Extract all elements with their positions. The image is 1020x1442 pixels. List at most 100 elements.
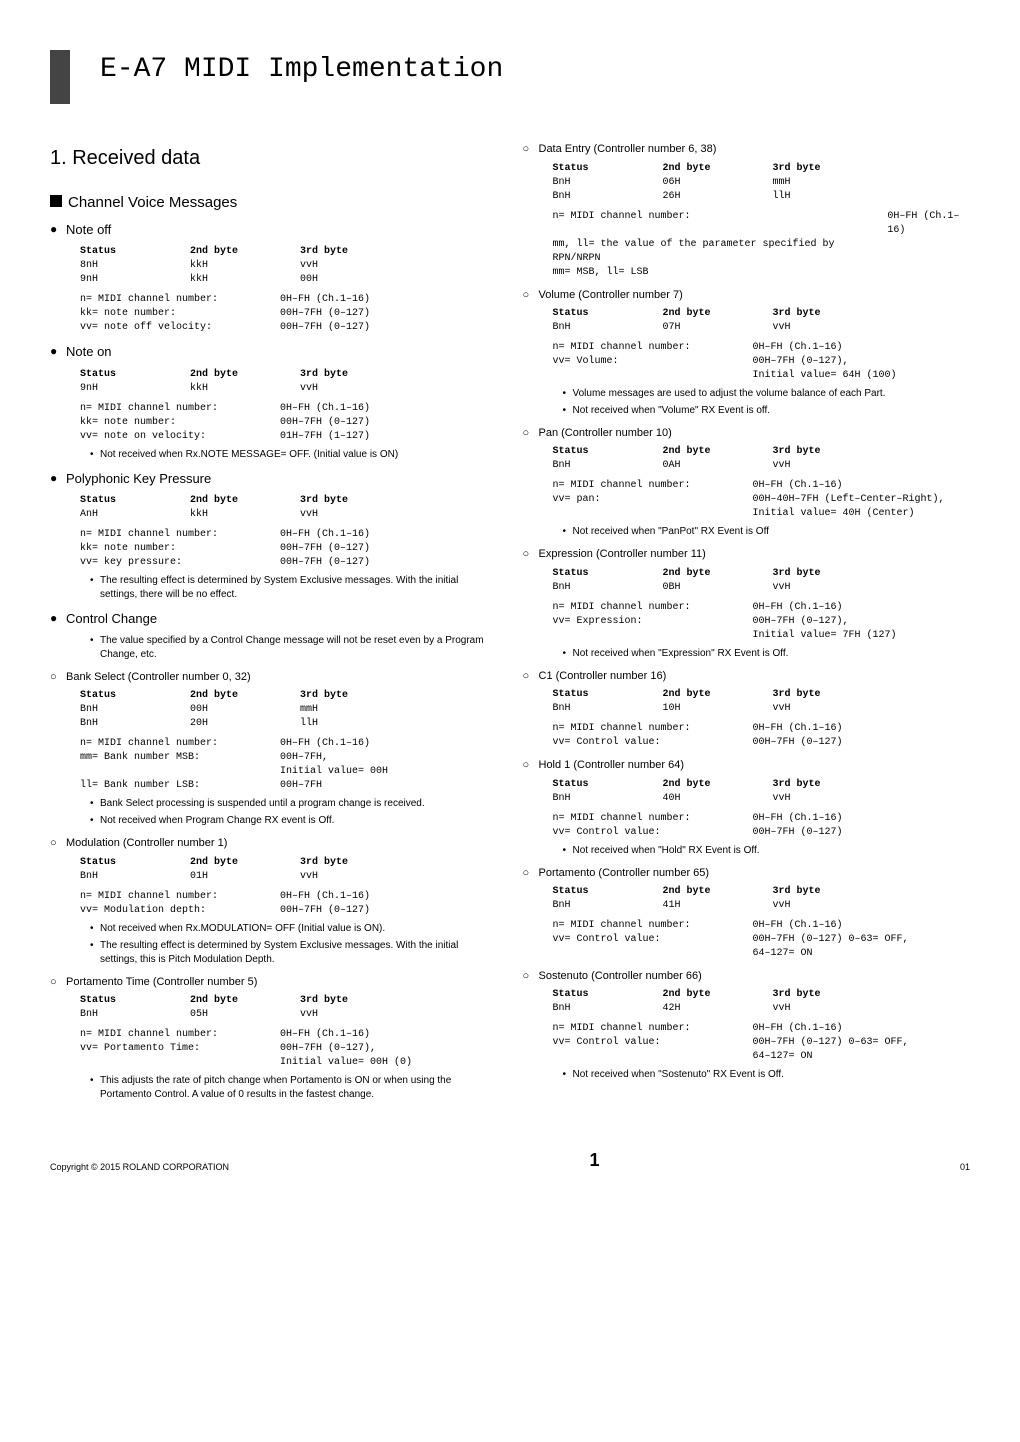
col-header: Status [80, 689, 190, 703]
col-header: Status [553, 885, 663, 899]
section-heading: Expression (Controller number 11) [523, 547, 971, 562]
content-columns: 1. Received data Channel Voice Messages … [50, 134, 970, 1108]
table-row: vv= Control value:00H–7FH (0–127) 0–63= … [553, 1036, 909, 1064]
desc-val: 0H–FH (Ch.1–16) [753, 479, 945, 493]
page-number-big: 1 [589, 1148, 599, 1173]
section-expression: Expression (Controller number 11)Status2… [523, 547, 971, 660]
table-row: BnH41HvvH [553, 899, 883, 913]
section-modulation: Modulation (Controller number 1)Status2n… [50, 836, 498, 966]
table-row: n= MIDI channel number:0H–FH (Ch.1–16) [553, 210, 971, 238]
section-portamento: Portamento (Controller number 65)Status2… [523, 866, 971, 961]
table-row: BnH07HvvH [553, 321, 883, 335]
byte-table: Status2nd byte3rd byte8nHkkHvvH9nHkkH00H [80, 245, 410, 287]
table-row: n= MIDI channel number:0H–FH (Ch.1–16) [553, 919, 909, 933]
desc-val: 00H–40H–7FH (Left–Center–Right),Initial … [753, 493, 945, 521]
section-bank-select: Bank Select (Controller number 0, 32)Sta… [50, 670, 498, 828]
cell: vvH [773, 321, 883, 335]
cell: BnH [553, 581, 663, 595]
desc-key: mm= Bank number MSB: [80, 751, 280, 779]
desc-table: n= MIDI channel number:0H–FH (Ch.1–16)vv… [553, 812, 843, 840]
table-row: vv= Control value:00H–7FH (0–127) [553, 826, 843, 840]
table-row: BnH06HmmH [553, 176, 883, 190]
cell: llH [300, 717, 410, 731]
col-header: 2nd byte [190, 689, 300, 703]
cell: BnH [553, 321, 663, 335]
cell: vvH [300, 382, 410, 396]
cell: kkH [190, 508, 300, 522]
desc-key: n= MIDI channel number: [553, 601, 753, 615]
desc-key: n= MIDI channel number: [553, 479, 753, 493]
table-row: 8nHkkHvvH [80, 259, 410, 273]
desc-key: n= MIDI channel number: [80, 1028, 280, 1042]
notes-list: This adjusts the rate of pitch change wh… [80, 1074, 498, 1102]
desc-key: vv= pan: [553, 493, 753, 521]
desc-val: 0H–FH (Ch.1–16) [280, 293, 370, 307]
table-row: n= MIDI channel number:0H–FH (Ch.1–16) [80, 293, 370, 307]
cell: BnH [553, 459, 663, 473]
cell: BnH [553, 176, 663, 190]
table-row: BnH0BHvvH [553, 581, 883, 595]
cell: kkH [190, 382, 300, 396]
byte-table: Status2nd byte3rd byteAnHkkHvvH [80, 494, 410, 522]
byte-table: Status2nd byte3rd byteBnH40HvvH [553, 778, 883, 806]
note-item: Not received when "PanPot" RX Event is O… [563, 525, 971, 539]
cell: vvH [773, 899, 883, 913]
cell: vvH [300, 508, 410, 522]
table-row: BnH42HvvH [553, 1002, 883, 1016]
cell: BnH [80, 703, 190, 717]
table-row: BnH05HvvH [80, 1008, 410, 1022]
table-row: kk= note number:00H–7FH (0–127) [80, 307, 370, 321]
col-header: Status [553, 688, 663, 702]
note-item: Not received when "Sostenuto" RX Event i… [563, 1068, 971, 1082]
desc-key: n= MIDI channel number: [80, 402, 280, 416]
col-header: 2nd byte [190, 494, 300, 508]
desc-table: n= MIDI channel number:0H–FH (Ch.1–16)vv… [553, 601, 897, 643]
doc-title: E-A7 MIDI Implementation [50, 50, 970, 104]
page-number-small: 01 [960, 1161, 970, 1174]
col-header: 2nd byte [663, 445, 773, 459]
footer: Copyright © 2015 ROLAND CORPORATION 1 01 [50, 1148, 970, 1173]
byte-table: Status2nd byte3rd byteBnH41HvvH [553, 885, 883, 913]
col-header: 3rd byte [300, 494, 410, 508]
col-header: Status [553, 162, 663, 176]
desc-table: n= MIDI channel number:0H–FH (Ch.1–16)kk… [80, 293, 370, 335]
notes-list: Volume messages are used to adjust the v… [553, 387, 971, 418]
cell: 9nH [80, 273, 190, 287]
col-header: 3rd byte [300, 856, 410, 870]
desc-val: 00H–7FH [280, 779, 388, 793]
cell: BnH [80, 717, 190, 731]
note-item: Not received when Rx.NOTE MESSAGE= OFF. … [90, 448, 498, 462]
section-body: Status2nd byte3rd byteBnH41HvvH n= MIDI c… [523, 885, 971, 961]
cell: 0BH [663, 581, 773, 595]
desc-val: 00H–7FH (0–127),Initial value= 00H (0) [280, 1042, 412, 1070]
desc-val: 0H–FH (Ch.1–16) [887, 210, 970, 238]
note-item: The value specified by a Control Change … [90, 634, 498, 662]
notes-list: Not received when "Sostenuto" RX Event i… [553, 1068, 971, 1082]
notes-list: Not received when Rx.MODULATION= OFF (In… [80, 922, 498, 967]
section-body: The value specified by a Control Change … [50, 634, 498, 662]
desc-val: 0H–FH (Ch.1–16) [280, 890, 370, 904]
section-body: Status2nd byte3rd byteBnH40HvvH n= MIDI c… [523, 778, 971, 858]
table-row: vv= pan:00H–40H–7FH (Left–Center–Right),… [553, 493, 945, 521]
desc-val: 00H–7FH (0–127) 0–63= OFF,64–127= ON [753, 933, 909, 961]
cell: BnH [80, 1008, 190, 1022]
col-header: 2nd byte [663, 778, 773, 792]
cell: BnH [553, 1002, 663, 1016]
table-row: mm, ll= the value of the parameter speci… [553, 238, 971, 266]
col-header: 2nd byte [190, 994, 300, 1008]
cell: AnH [80, 508, 190, 522]
desc-key: kk= note number: [80, 416, 280, 430]
cell: 40H [663, 792, 773, 806]
note-item: The resulting effect is determined by Sy… [90, 939, 498, 967]
byte-table: Status2nd byte3rd byteBnH06HmmHBnH26HllH [553, 162, 883, 204]
col-header: 3rd byte [773, 307, 883, 321]
section-body: Status2nd byte3rd byteBnH42HvvHn= MIDI c… [523, 988, 971, 1082]
desc-table: n= MIDI channel number:0H–FH (Ch.1–16)kk… [80, 528, 370, 570]
table-row: BnH10HvvH [553, 702, 883, 716]
cell: 41H [663, 899, 773, 913]
desc-key: vv= Volume: [553, 355, 753, 383]
section-heading: Volume (Controller number 7) [523, 288, 971, 303]
notes-list: Not received when "Expression" RX Event … [553, 647, 971, 661]
desc-val: 00H–7FH (0–127) [280, 307, 370, 321]
notes-list: The resulting effect is determined by Sy… [80, 574, 498, 602]
